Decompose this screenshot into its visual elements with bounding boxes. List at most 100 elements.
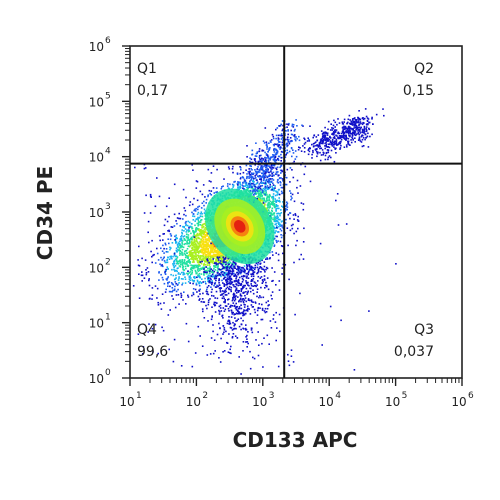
event-dot: [212, 243, 214, 246]
event-dot: [196, 240, 198, 243]
event-dot: [166, 261, 169, 264]
event-dot: [229, 261, 232, 264]
event-dot: [269, 203, 271, 205]
event-dot: [186, 224, 189, 227]
event-dot: [206, 239, 209, 241]
event-dot: [181, 248, 184, 251]
event-dot: [285, 201, 288, 203]
event-dot: [296, 186, 298, 189]
event-dot: [194, 251, 196, 254]
event-dot: [197, 216, 199, 219]
event-dot: [273, 202, 276, 205]
event-dot: [205, 246, 207, 248]
event-dot: [178, 276, 180, 278]
event-dot: [183, 213, 185, 216]
event-dot: [207, 251, 209, 254]
event-dot: [209, 238, 212, 241]
event-dot: [175, 258, 178, 260]
event-dot: [270, 215, 272, 217]
event-dot: [168, 215, 170, 218]
event-dot: [181, 229, 183, 231]
event-dot: [262, 187, 265, 190]
event-dot: [204, 243, 207, 246]
event-dot: [206, 262, 209, 264]
event-dot: [189, 279, 191, 282]
event-dot: [172, 289, 174, 292]
event-dot: [258, 267, 261, 270]
event-dot: [275, 204, 278, 206]
event-dot: [185, 220, 187, 223]
event-dot: [257, 196, 260, 198]
event-dot: [185, 214, 187, 217]
event-dot: [164, 273, 167, 275]
event-dot: [274, 223, 276, 226]
event-dot: [167, 268, 169, 270]
event-dot: [191, 269, 193, 272]
event-dot: [182, 299, 184, 301]
event-dot: [209, 255, 212, 257]
event-dot: [293, 200, 296, 203]
event-dot: [183, 243, 186, 246]
event-dot: [284, 208, 287, 210]
event-dot: [211, 242, 213, 245]
event-dot: [261, 194, 264, 197]
event-dot: [281, 224, 283, 227]
event-dot: [197, 265, 200, 267]
event-dot: [243, 189, 245, 192]
event-dot: [234, 286, 237, 288]
event-dot: [275, 200, 277, 203]
event-dot: [207, 276, 210, 278]
event-dot: [247, 187, 250, 190]
event-dot: [274, 216, 277, 218]
event-dot: [309, 180, 312, 183]
event-dot: [151, 298, 153, 300]
event-dot: [207, 250, 210, 252]
event-dot: [232, 171, 234, 174]
event-dot: [225, 272, 227, 274]
event-dot: [168, 242, 170, 245]
event-dot: [290, 192, 292, 194]
event-dot: [220, 187, 223, 190]
event-dot: [248, 269, 251, 271]
event-dot: [204, 256, 206, 259]
event-dot: [249, 182, 252, 184]
event-dot: [273, 190, 275, 192]
event-dot: [194, 252, 197, 255]
event-dot: [158, 272, 160, 274]
event-dot: [210, 256, 212, 258]
event-dot: [203, 263, 206, 266]
event-dot: [213, 267, 215, 270]
event-dot: [266, 187, 269, 189]
event-dot: [176, 244, 179, 246]
event-dot: [201, 230, 203, 232]
event-dot: [279, 218, 281, 221]
event-dot: [209, 251, 211, 254]
event-dot: [281, 220, 283, 222]
event-dot: [223, 297, 225, 300]
event-dot: [190, 236, 193, 239]
event-dot: [189, 226, 192, 228]
event-dot: [179, 225, 182, 227]
event-dot: [204, 224, 207, 226]
event-dot: [269, 200, 272, 203]
event-dot: [191, 223, 193, 225]
event-dot: [250, 186, 252, 189]
event-dot: [194, 248, 196, 250]
event-dot: [258, 194, 260, 196]
event-dot: [177, 294, 180, 296]
event-dot: [193, 261, 195, 263]
event-dot: [201, 193, 204, 196]
event-dot: [245, 186, 248, 189]
event-dot: [221, 263, 224, 265]
event-dot: [183, 235, 186, 237]
event-dot: [175, 234, 177, 237]
event-dot: [206, 232, 208, 235]
event-dot: [276, 207, 279, 210]
event-dot: [215, 259, 217, 261]
event-dot: [185, 303, 187, 305]
event-dot: [295, 244, 297, 247]
event-dot: [181, 251, 183, 253]
event-dot: [276, 194, 278, 196]
event-dot: [282, 180, 284, 182]
event-dot: [280, 229, 283, 232]
